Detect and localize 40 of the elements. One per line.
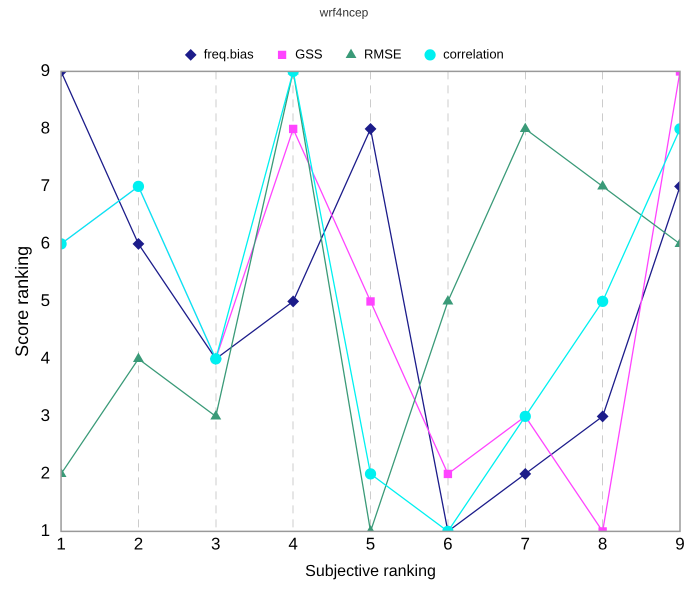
point: [364, 123, 376, 135]
point: [288, 296, 299, 308]
y-tick-label: 2: [40, 464, 50, 483]
x-tick-label: 1: [56, 534, 66, 554]
y-tick-label: 7: [40, 176, 50, 196]
point: [444, 470, 452, 478]
y-tick-label: 6: [40, 234, 50, 253]
y-tick-label: 9: [40, 61, 50, 80]
legend-label: freq.bias: [204, 46, 254, 62]
point: [598, 180, 608, 190]
x-tick-label: 2: [134, 534, 144, 554]
x-tick-label: 8: [598, 534, 608, 554]
point: [596, 296, 608, 308]
point: [442, 296, 453, 305]
legend-label: correlation: [443, 46, 504, 62]
y-tick-label: 8: [40, 118, 50, 138]
y-tick-label: 5: [40, 291, 50, 310]
point: [596, 410, 608, 422]
x-axis-title: Subjective ranking: [305, 562, 436, 580]
legend-label: RMSE: [364, 46, 402, 62]
x-tick-label: 7: [520, 534, 530, 554]
point: [133, 353, 144, 362]
point: [288, 124, 298, 134]
y-tick-label: 1: [40, 521, 50, 540]
legend-label: GSS: [295, 46, 323, 62]
point: [132, 238, 144, 250]
x-tick-label: 4: [288, 534, 298, 554]
x-tick-label: 9: [675, 534, 685, 554]
chart-title: wrf4ncep: [318, 6, 369, 20]
x-tick-label: 5: [366, 534, 376, 554]
y-tick-label: 4: [40, 348, 50, 368]
point: [364, 468, 376, 480]
point: [210, 410, 221, 420]
x-tick-label: 3: [211, 534, 221, 554]
point: [520, 123, 530, 132]
point: [520, 468, 531, 480]
point: [366, 297, 375, 306]
x-tick-label: 6: [443, 534, 453, 554]
y-tick-label: 3: [40, 406, 50, 426]
y-axis-title: Score ranking: [12, 246, 32, 357]
